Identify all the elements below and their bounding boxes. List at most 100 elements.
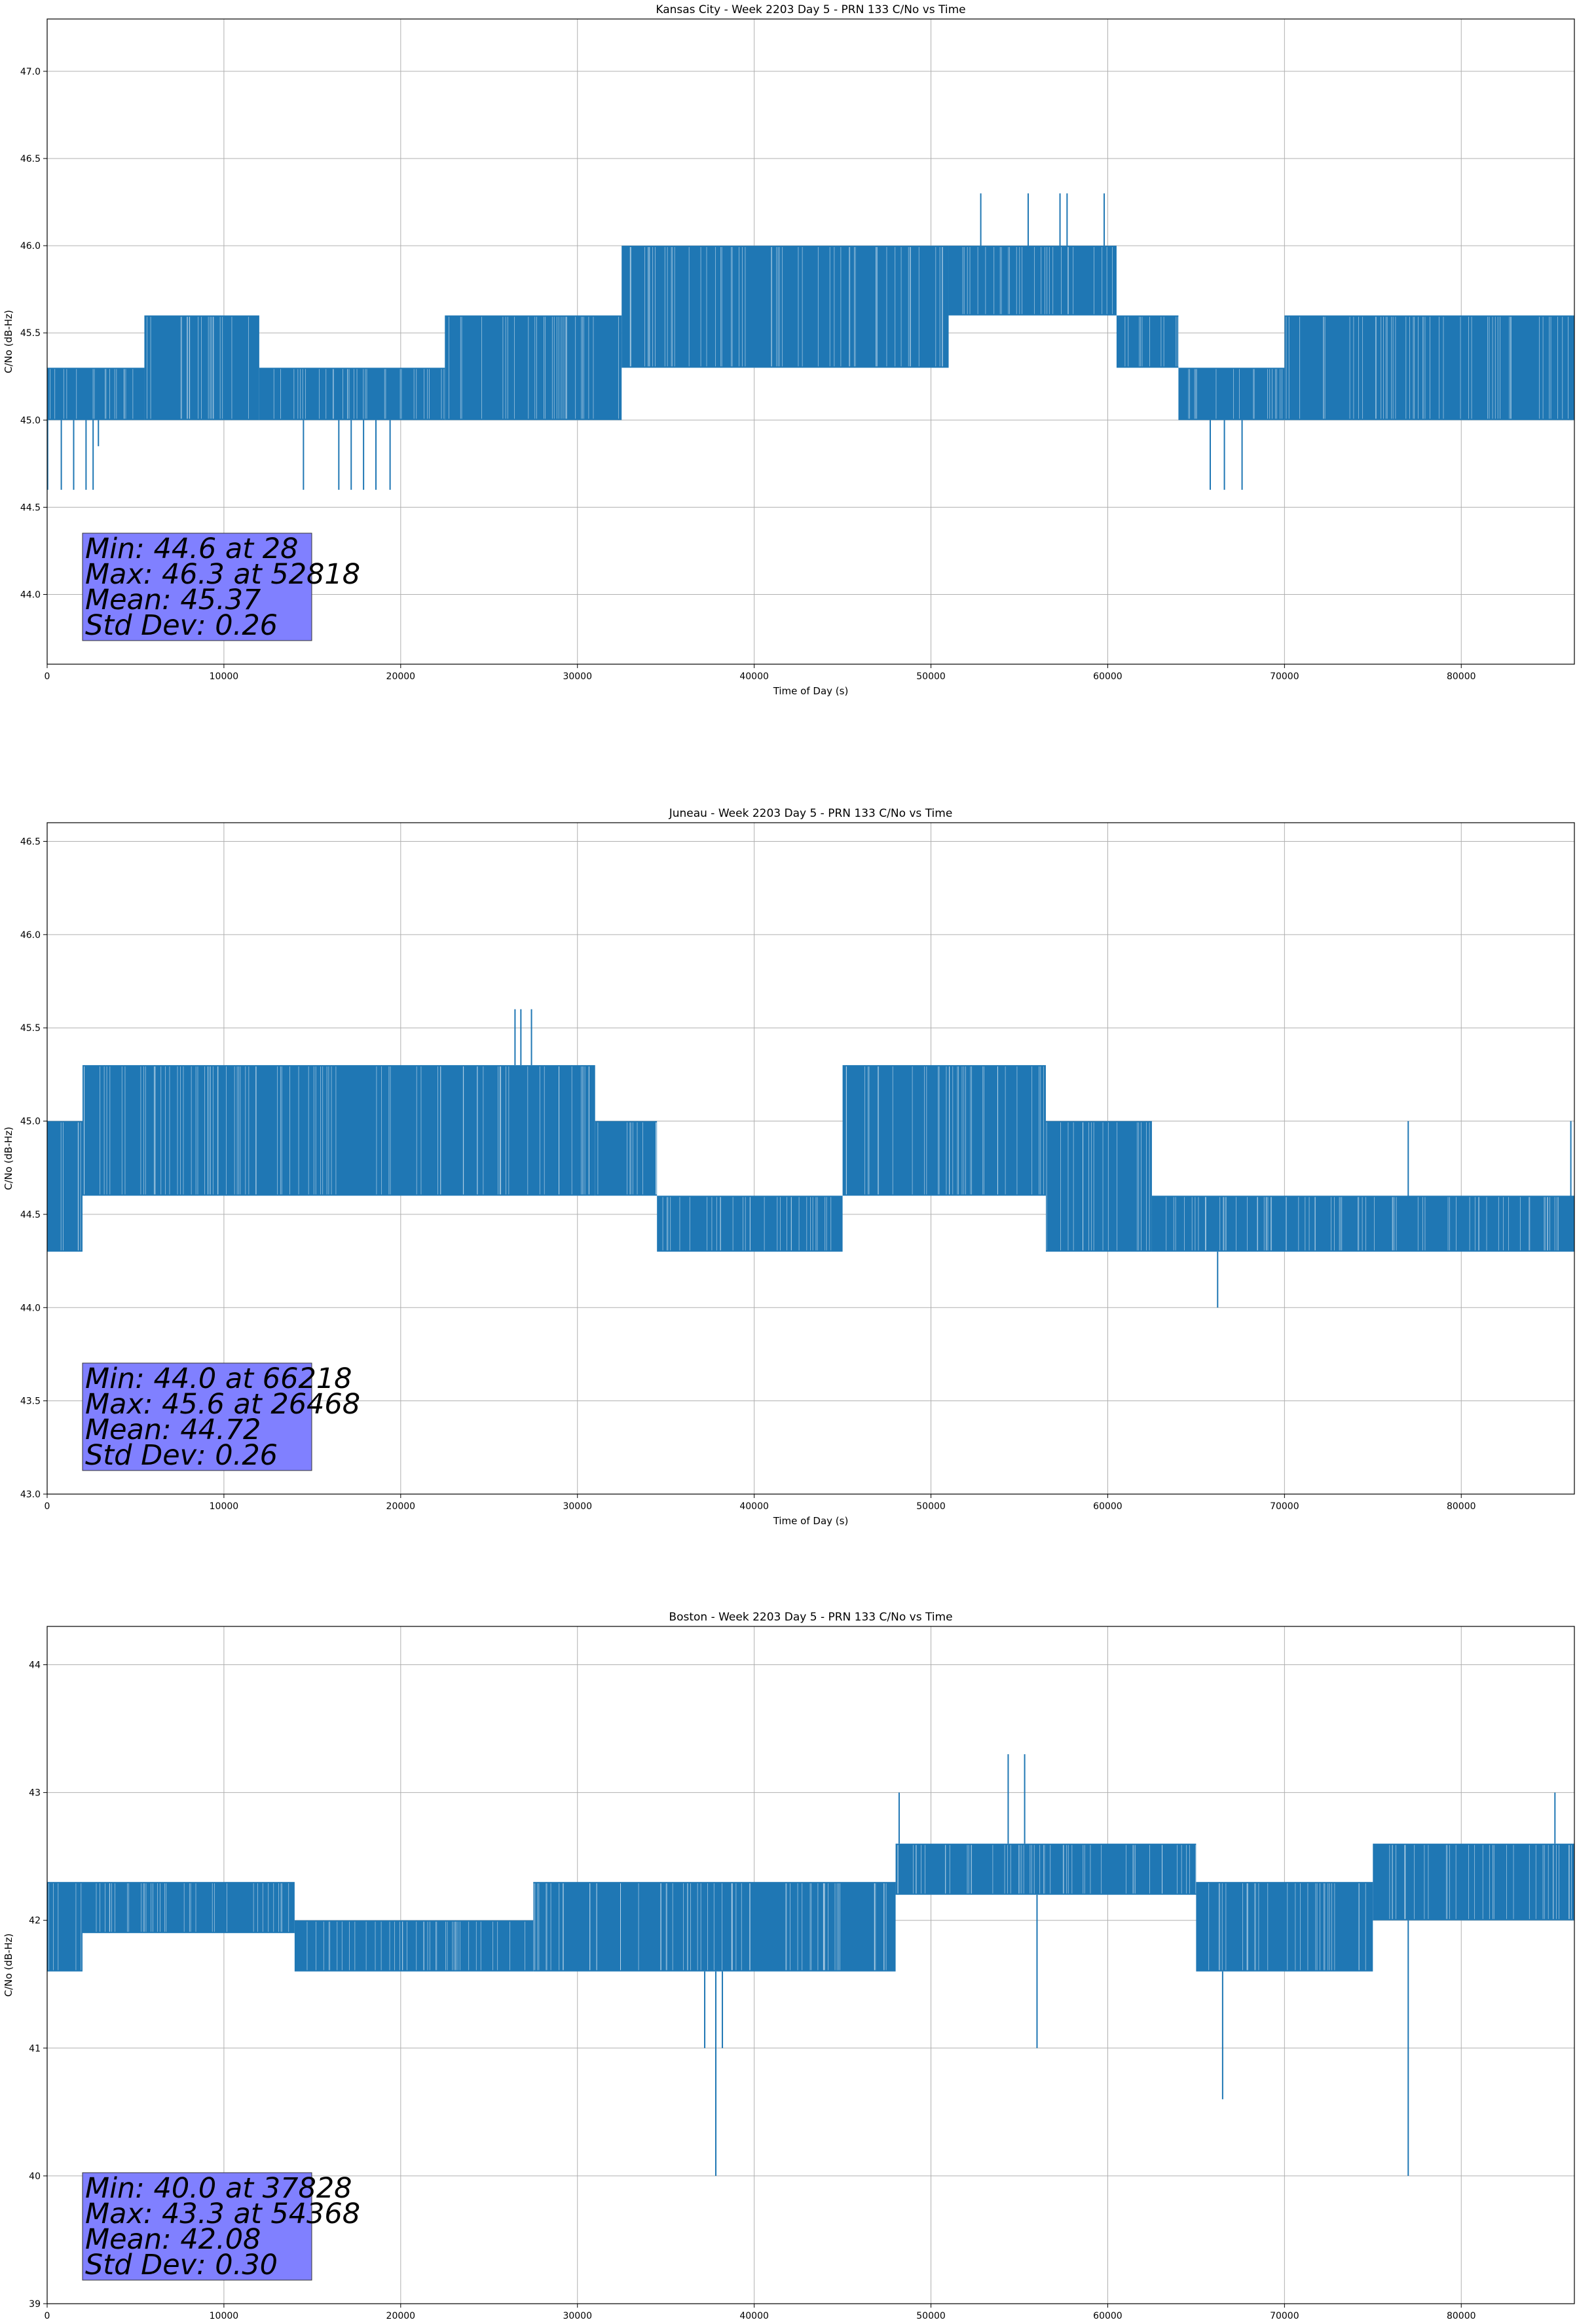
series-1 (47, 1009, 1574, 1308)
y-tick-label: 44.5 (20, 502, 41, 513)
y-tick-label: 44.5 (20, 1210, 41, 1220)
x-tick-label: 70000 (1270, 1501, 1299, 1512)
y-axis-label: C/No (dB-Hz) (3, 310, 14, 373)
x-tick-label: 30000 (563, 1501, 592, 1512)
y-axis-label: C/No (dB-Hz) (3, 1127, 14, 1190)
band-segment-4 (445, 315, 622, 421)
series-1 (47, 1754, 1574, 2176)
stats-mean: Mean: 42.08 (85, 2223, 261, 2256)
axes-frame (46, 1626, 1575, 2304)
stats-std: Std Dev: 0.30 (85, 2249, 278, 2281)
band-segment-6 (948, 246, 1117, 316)
y-tick-label: 44 (29, 1660, 41, 1671)
band-segment-7 (1373, 1843, 1574, 1921)
data-layer (47, 193, 1574, 490)
stats-mean: Mean: 45.37 (85, 584, 261, 616)
chart-2: Juneau - Week 2203 Day 5 - PRN 133 C/No … (3, 807, 1575, 1527)
band-segment-6 (1045, 1121, 1152, 1252)
y-tick-label: 46.0 (20, 241, 41, 252)
y-tick-label: 43 (29, 1788, 41, 1799)
x-tick-label: 80000 (1447, 1501, 1476, 1512)
y-tick-label: 44.0 (20, 1303, 41, 1313)
band-segment-5 (622, 246, 949, 368)
y-tick-label: 41 (29, 2044, 41, 2054)
axes-frame (46, 822, 1575, 1495)
band-segment-2 (82, 1882, 295, 1934)
x-tick-label: 0 (45, 671, 50, 682)
x-tick-label: 50000 (916, 671, 946, 682)
y-axis-label: C/No (dB-Hz) (3, 1934, 14, 1997)
stats-std: Std Dev: 0.26 (85, 609, 278, 642)
chart-3: Boston - Week 2203 Day 5 - PRN 133 C/No … (3, 1611, 1575, 2321)
y-tick-label: 46.5 (20, 836, 41, 847)
x-tick-label: 80000 (1447, 2311, 1476, 2321)
x-tick-label: 0 (45, 1501, 50, 1512)
band-segment-6 (1196, 1882, 1373, 1972)
chart-1: Kansas City - Week 2203 Day 5 - PRN 133 … (3, 3, 1575, 697)
x-tick-label: 80000 (1447, 671, 1476, 682)
x-tick-label: 60000 (1093, 671, 1122, 682)
x-axis-label: Time of Day (s) (773, 685, 849, 697)
stats-mean: Mean: 44.72 (85, 1414, 261, 1446)
stats-max: Max: 46.3 at 52818 (85, 558, 360, 591)
x-tick-label: 30000 (563, 2311, 592, 2321)
stats-min: Min: 44.0 at 66218 (85, 1362, 352, 1395)
chart-title: Boston - Week 2203 Day 5 - PRN 133 C/No … (669, 1611, 952, 1624)
x-tick-label: 0 (45, 2311, 50, 2321)
x-tick-label: 10000 (210, 671, 239, 682)
axes-frame (46, 18, 1575, 665)
band-segment-2 (82, 1065, 595, 1196)
x-tick-label: 70000 (1270, 2311, 1299, 2321)
y-tick-label: 45.5 (20, 1023, 41, 1034)
x-tick-label: 20000 (386, 671, 416, 682)
y-tick-label: 47.0 (20, 67, 41, 77)
stats-min: Min: 40.0 at 37828 (85, 2172, 352, 2205)
stats-min: Min: 44.6 at 28 (85, 533, 298, 565)
stats-std: Std Dev: 0.26 (85, 1439, 278, 1472)
x-tick-label: 30000 (563, 671, 592, 682)
band-segment-3 (294, 1920, 534, 1972)
chart-title: Kansas City - Week 2203 Day 5 - PRN 133 … (656, 3, 965, 16)
band-segment-4 (533, 1882, 896, 1972)
band-segment-1 (47, 1121, 83, 1252)
band-segment-7 (1116, 315, 1179, 368)
band-segment-8 (1178, 367, 1285, 421)
x-tick-label: 40000 (739, 671, 769, 682)
stats-box (82, 2172, 312, 2281)
band-segment-5 (842, 1065, 1046, 1196)
chart-title: Juneau - Week 2203 Day 5 - PRN 133 C/No … (669, 807, 953, 820)
x-tick-label: 40000 (739, 1501, 769, 1512)
x-tick-label: 60000 (1093, 2311, 1122, 2321)
data-layer (47, 1009, 1574, 1308)
band-segment-2 (144, 315, 259, 421)
x-tick-label: 40000 (739, 2311, 769, 2321)
x-tick-label: 20000 (386, 1501, 416, 1512)
x-tick-label: 50000 (916, 1501, 946, 1512)
x-tick-label: 10000 (210, 1501, 239, 1512)
stats-max: Max: 43.3 at 54368 (85, 2198, 360, 2230)
x-tick-label: 60000 (1093, 1501, 1122, 1512)
band-segment-1 (47, 367, 145, 421)
y-tick-label: 39 (29, 2299, 41, 2310)
stats-box (82, 1362, 312, 1471)
x-tick-label: 70000 (1270, 671, 1299, 682)
y-tick-label: 43.0 (20, 1490, 41, 1500)
y-tick-label: 46.0 (20, 930, 41, 941)
y-tick-label: 45.0 (20, 1117, 41, 1127)
y-tick-label: 43.5 (20, 1396, 41, 1407)
x-tick-label: 10000 (210, 2311, 239, 2321)
y-tick-label: 40 (29, 2171, 41, 2182)
band-segment-1 (47, 1882, 83, 1972)
x-tick-label: 50000 (916, 2311, 946, 2321)
band-segment-5 (895, 1843, 1197, 1895)
y-tick-label: 45.5 (20, 328, 41, 339)
band-segment-3 (259, 367, 445, 421)
band-segment-7 (1151, 1195, 1574, 1252)
band-segment-9 (1284, 315, 1574, 421)
y-tick-label: 46.5 (20, 154, 41, 164)
y-tick-label: 44.0 (20, 590, 41, 601)
y-tick-label: 45.0 (20, 415, 41, 426)
stats-max: Max: 45.6 at 26468 (85, 1388, 360, 1421)
y-tick-label: 42 (29, 1916, 41, 1926)
